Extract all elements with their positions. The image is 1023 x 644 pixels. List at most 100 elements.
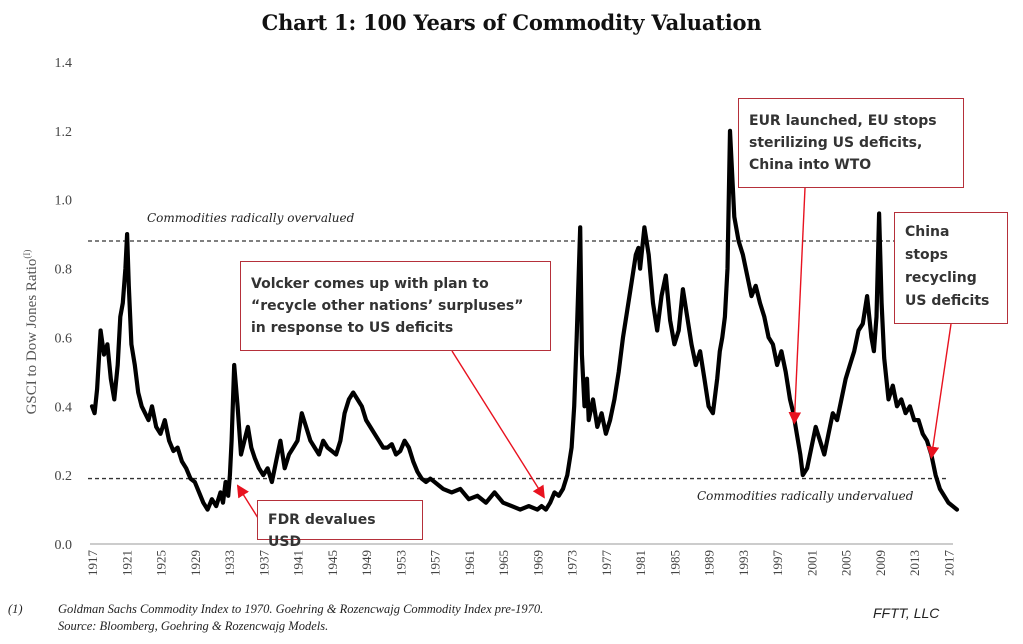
china-arrow: [926, 323, 952, 460]
data-point: [301, 412, 303, 414]
data-point: [382, 447, 384, 449]
data-point: [832, 412, 834, 414]
data-point: [378, 440, 380, 442]
data-point: [451, 491, 453, 493]
x-tick-label: 1993: [736, 550, 751, 576]
data-point: [250, 447, 252, 449]
data-point: [935, 474, 937, 476]
data-point: [429, 478, 431, 480]
data-point: [288, 453, 290, 456]
data-point: [404, 440, 406, 442]
data-point: [896, 405, 898, 407]
data-point: [103, 354, 105, 356]
data-point: [652, 302, 654, 304]
data-point: [742, 254, 744, 256]
data-point: [279, 440, 281, 442]
data-point: [853, 350, 855, 352]
data-point: [870, 336, 873, 338]
y-axis-label-text: GSCI to Dow Jones Ratio: [24, 259, 40, 415]
x-tick-label: 1989: [702, 550, 717, 576]
data-point: [222, 502, 224, 504]
data-point: [476, 495, 478, 497]
x-tick-label: 1957: [428, 550, 443, 577]
data-point: [873, 350, 875, 352]
data-point: [892, 385, 894, 387]
data-point: [94, 412, 96, 414]
y-tick-label: 0.8: [55, 263, 73, 278]
x-tick-label: 1981: [633, 550, 648, 576]
data-point: [237, 405, 239, 407]
data-point: [613, 398, 616, 400]
data-point: [836, 419, 838, 421]
data-point: [699, 350, 701, 352]
data-point: [592, 398, 594, 400]
data-point: [309, 440, 311, 442]
data-point: [571, 447, 573, 449]
data-point: [768, 336, 770, 338]
annotation-china: China stops recycling US deficits: [894, 212, 1008, 324]
data-point: [566, 474, 568, 476]
volcker-arrow: [451, 350, 545, 499]
data-point: [106, 343, 108, 345]
data-point: [796, 433, 798, 435]
data-point: [724, 316, 726, 318]
data-point: [686, 316, 688, 318]
data-point: [939, 488, 941, 490]
data-point: [840, 398, 843, 400]
data-point: [119, 316, 121, 318]
data-point: [678, 329, 680, 332]
data-point: [459, 488, 461, 490]
data-point: [227, 495, 229, 497]
data-point: [956, 509, 958, 511]
annotation-china-line: China: [905, 224, 950, 240]
data-point: [909, 405, 911, 407]
data-point: [194, 481, 196, 483]
data-point: [789, 398, 791, 400]
data-point: [356, 398, 359, 400]
footnote-marker: (1): [8, 602, 23, 616]
data-point: [785, 371, 787, 373]
data-point: [96, 388, 98, 390]
data-point: [849, 364, 851, 366]
series-group: [89, 128, 960, 512]
data-point: [799, 453, 801, 456]
data-point: [155, 426, 157, 428]
data-point: [721, 336, 723, 338]
data-point: [322, 440, 324, 442]
data-point: [776, 364, 778, 366]
data-point: [759, 302, 761, 304]
data-point: [296, 440, 299, 442]
data-point: [815, 426, 817, 428]
data-point: [887, 398, 890, 400]
data-point: [690, 343, 693, 345]
data-point: [233, 364, 235, 366]
data-point: [144, 412, 146, 414]
x-tick-label: 1973: [565, 550, 580, 576]
data-point: [558, 495, 560, 497]
data-point: [622, 336, 624, 338]
annotation-eur-line: EUR launched, EU stops: [749, 113, 937, 129]
annotation-arrows: [236, 187, 952, 519]
y-axis-label: GSCI to Dow Jones Ratio(I): [22, 250, 40, 415]
data-point: [827, 433, 830, 435]
data-point: [434, 481, 436, 483]
data-point: [528, 505, 530, 507]
data-point: [576, 336, 578, 338]
data-point: [519, 509, 521, 511]
data-point: [588, 419, 590, 421]
data-point: [750, 295, 753, 297]
data-point: [344, 412, 346, 414]
data-point: [352, 391, 354, 394]
data-point: [878, 212, 880, 215]
data-point: [386, 447, 389, 449]
chart-title: Chart 1: 100 Years of Commodity Valuatio…: [261, 10, 762, 35]
data-point: [126, 233, 128, 235]
data-point: [635, 254, 637, 256]
footnote-line-1: Goldman Sachs Commodity Index to 1970. G…: [58, 602, 544, 616]
data-point: [254, 457, 256, 459]
data-point: [772, 343, 774, 345]
annotation-volcker-line: “recycle other nations’ surpluses”: [251, 298, 524, 314]
data-point: [712, 412, 714, 414]
data-point: [485, 502, 487, 504]
